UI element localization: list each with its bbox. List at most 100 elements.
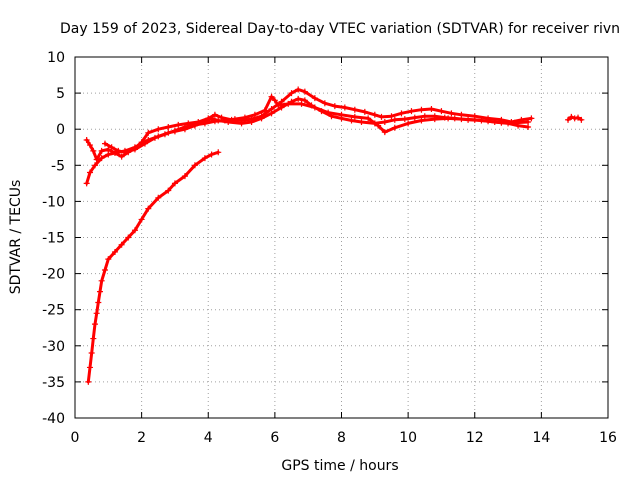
data-point — [298, 100, 305, 107]
y-tick: 10 — [47, 50, 608, 66]
x-tick-label: 14 — [532, 430, 550, 446]
data-point — [295, 95, 302, 102]
data-point — [268, 93, 275, 100]
data-point — [575, 114, 582, 121]
x-tick-label: 2 — [137, 430, 146, 446]
data-point — [411, 114, 418, 121]
data-point — [161, 131, 168, 138]
data-point — [93, 310, 100, 317]
data-point — [111, 150, 118, 157]
y-tick-label: 0 — [56, 122, 65, 138]
data-point — [431, 116, 438, 123]
y-tick-label: -15 — [42, 231, 65, 247]
data-point — [155, 194, 162, 201]
data-point — [131, 146, 138, 153]
data-point — [295, 86, 302, 93]
series-arc-3 — [83, 86, 535, 163]
data-point — [101, 266, 108, 273]
data-point — [525, 124, 532, 131]
data-point — [351, 113, 358, 120]
data-point — [191, 162, 198, 169]
data-point — [341, 104, 348, 111]
data-point — [95, 299, 102, 306]
x-tick: 12 — [466, 57, 484, 446]
data-point — [325, 109, 332, 116]
data-point — [105, 151, 112, 158]
data-point — [381, 118, 388, 125]
data-point — [405, 120, 412, 127]
data-point — [388, 113, 395, 120]
data-point — [215, 149, 222, 156]
data-point — [105, 146, 112, 153]
data-point — [191, 121, 198, 128]
data-point — [258, 113, 265, 120]
data-point — [458, 116, 465, 123]
y-tick-label: -10 — [42, 194, 65, 210]
data-point — [85, 378, 92, 385]
series-trace — [85, 97, 530, 185]
x-tick: 10 — [399, 57, 417, 446]
y-tick: -25 — [42, 303, 608, 319]
data-point — [485, 118, 492, 125]
data-point — [288, 90, 295, 97]
data-point — [96, 288, 103, 295]
data-point — [241, 114, 248, 121]
data-point — [528, 115, 535, 122]
y-tick-label: 5 — [56, 86, 65, 102]
data-point — [131, 227, 138, 234]
y-tick-label: -5 — [51, 158, 65, 174]
data-point — [211, 118, 218, 125]
data-point — [121, 149, 128, 156]
chart-title: Day 159 of 2023, Sidereal Day-to-day VTE… — [60, 21, 620, 37]
data-point — [125, 234, 132, 241]
data-point — [428, 105, 435, 112]
data-point — [421, 113, 428, 120]
series-arc-4 — [101, 93, 532, 156]
data-point — [86, 169, 93, 176]
data-point — [93, 156, 100, 163]
data-point — [268, 105, 275, 112]
series-trace — [85, 88, 533, 161]
data-point — [391, 116, 398, 123]
grid-lines — [75, 57, 608, 418]
data-point — [358, 118, 365, 125]
y-tick: -5 — [51, 158, 608, 174]
x-tick: 2 — [137, 57, 146, 446]
data-point — [91, 162, 98, 169]
data-point — [141, 140, 148, 147]
data-point — [525, 118, 532, 125]
data-point — [98, 277, 105, 284]
y-axis-ticks: 10 5 0 -5 -10 -15 -20 -25 -30 -35 -40 — [42, 50, 608, 427]
data-point — [438, 108, 445, 115]
data-point — [365, 115, 372, 122]
x-tick: 16 — [599, 57, 617, 446]
x-tick-label: 10 — [399, 430, 417, 446]
data-point — [88, 350, 95, 357]
data-point — [271, 97, 278, 104]
data-point — [118, 153, 125, 160]
y-tick: 0 — [56, 122, 608, 138]
data-point — [171, 180, 178, 187]
data-point — [155, 126, 162, 133]
data-point — [361, 108, 368, 115]
data-point — [331, 103, 338, 110]
data-point — [445, 115, 452, 122]
series-arc-5 — [565, 113, 585, 123]
data-point — [165, 124, 172, 131]
data-point — [211, 111, 218, 118]
x-tick-label: 12 — [466, 430, 484, 446]
data-point — [511, 119, 518, 126]
data-point — [83, 137, 90, 144]
x-tick-label: 16 — [599, 430, 617, 446]
data-point — [205, 115, 212, 122]
data-point — [311, 104, 318, 111]
data-point — [381, 129, 388, 136]
data-point — [201, 120, 208, 127]
data-point — [201, 155, 208, 162]
data-point — [311, 95, 318, 102]
data-point — [448, 110, 455, 117]
data-point — [86, 364, 93, 371]
y-tick-label: -30 — [42, 339, 65, 355]
data-point — [90, 335, 97, 342]
y-tick: -15 — [42, 231, 608, 247]
